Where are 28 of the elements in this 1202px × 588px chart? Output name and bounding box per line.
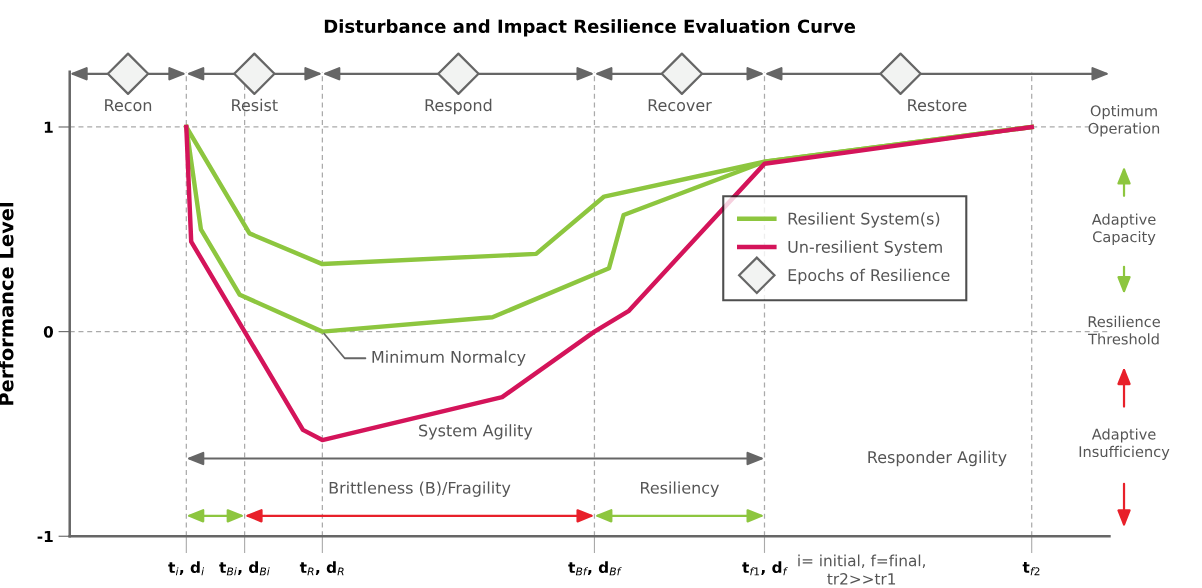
annotation: Optimum Operation bbox=[1088, 105, 1160, 137]
annotation: System Agility bbox=[419, 424, 533, 440]
x-tick-label: t$_{f2}$ bbox=[1022, 562, 1040, 576]
x-tick-label: t$_{Bi}$, d$_{Bi}$ bbox=[219, 561, 270, 576]
x-tick-label: t$_{f1}$, d$_{f}$ bbox=[742, 561, 788, 576]
y-tick-label: 0 bbox=[43, 326, 54, 338]
annotation: Adaptive Insufficiency bbox=[1079, 428, 1170, 460]
legend-label: Resilient System(s) bbox=[788, 212, 940, 228]
x-tick-label: t$_{Bf}$, d$_{Bf}$ bbox=[568, 561, 622, 576]
annotation: Minimum Normalcy bbox=[372, 350, 526, 366]
chart-title: Disturbance and Impact Resilience Evaluation Curve bbox=[324, 19, 856, 37]
annotation: Respond bbox=[425, 98, 492, 115]
y-tick-label: -1 bbox=[37, 530, 53, 543]
x-tick-label: t$_{i}$, d$_{i}$ bbox=[168, 561, 205, 576]
text: i= initial, f=final, tr2>>tr1 bbox=[798, 554, 925, 585]
legend-label: Un-resilient System bbox=[788, 240, 942, 256]
x-tick-label: t$_{R}$, d$_{R}$ bbox=[299, 561, 344, 576]
annotation: Adaptive Capacity bbox=[1091, 213, 1156, 246]
annotation: Resist bbox=[232, 98, 278, 112]
y-tick-label: 1 bbox=[44, 121, 53, 133]
annotation: Brittleness (B)/Fragility bbox=[329, 481, 511, 497]
legend-label: Epochs of Resilience bbox=[788, 268, 950, 285]
annotation: Resilience Threshold bbox=[1088, 315, 1160, 345]
annotation: Responder Agility bbox=[868, 450, 1007, 467]
annotation: Restore bbox=[908, 99, 967, 112]
annotation: Recover bbox=[648, 99, 712, 112]
annotation: Resiliency bbox=[641, 481, 719, 497]
annotation: Recon bbox=[105, 99, 152, 112]
